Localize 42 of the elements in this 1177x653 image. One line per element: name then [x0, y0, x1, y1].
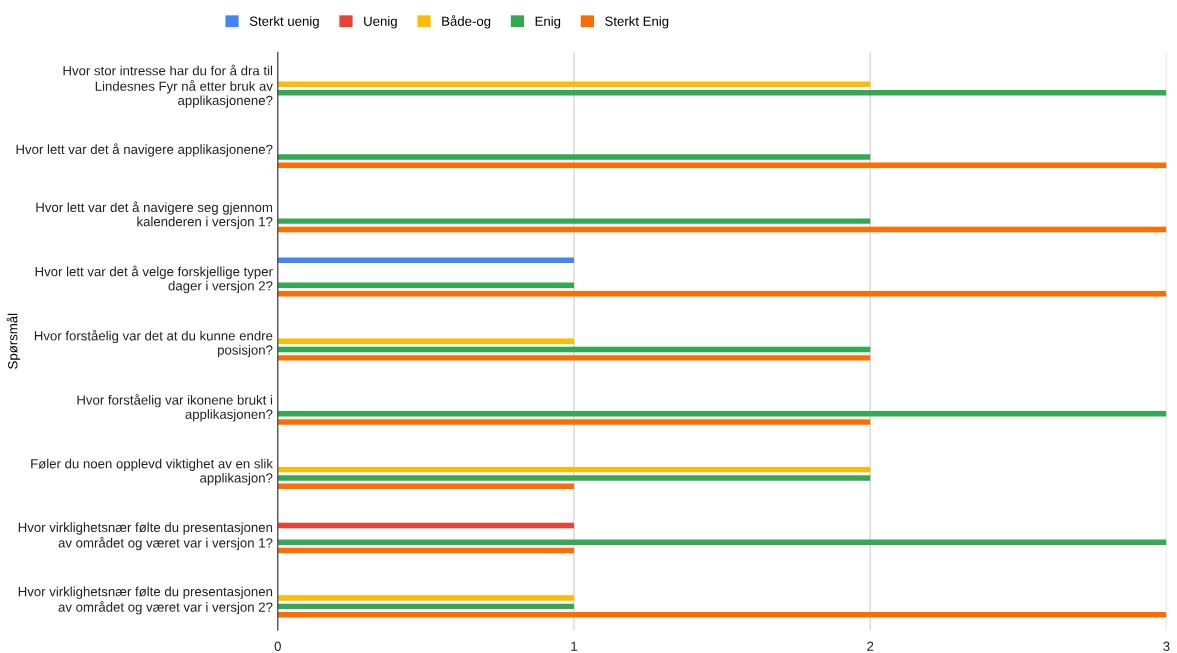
- bar: [277, 603, 574, 610]
- legend-label: Sterkt uenig: [249, 16, 319, 29]
- bar: [277, 466, 871, 473]
- bar: [277, 290, 1167, 297]
- bar: [277, 419, 871, 425]
- legend-label: Både-og: [442, 15, 491, 29]
- bar: [277, 226, 1167, 233]
- bar: [277, 154, 871, 160]
- y-tick-label: Hvor stor intresse har du for å dra til Lindesnes Fyr nå etter bruk av applikasjonene?: [63, 64, 273, 108]
- bar: [277, 539, 1167, 545]
- bar: [277, 81, 871, 88]
- legend-label: Enig: [535, 16, 561, 29]
- y-tick-label: Hvor forståelig var ikonene brukt i applikasjonen?: [77, 393, 273, 422]
- bar: [277, 218, 871, 224]
- bar: [277, 522, 574, 529]
- legend-label: Uenig: [364, 16, 397, 29]
- bar: [277, 282, 574, 289]
- y-tick-label: Hvor lett var det å navigere seg gjennom kalenderen i versjon 1?: [36, 201, 273, 229]
- bar: [277, 595, 574, 601]
- y-tick-label: Hvor lett var det å navigere applikasjonene?: [16, 143, 273, 157]
- bar: [277, 547, 574, 554]
- bar: [277, 338, 574, 344]
- bar: [277, 411, 1167, 417]
- bar: [277, 612, 1167, 618]
- bar: [277, 483, 574, 490]
- x-tick-label: 1: [571, 641, 578, 651]
- legend-label: Sterkt Enig: [605, 16, 669, 29]
- x-tick-label: 2: [867, 641, 874, 651]
- y-tick-label: Hvor forståelig var det at du kunne endre posisjon?: [34, 329, 273, 358]
- bar: [277, 475, 871, 481]
- y-tick-label: Hvor virklighetsnær følte du presentasjonen av området og været var i versjon 1?: [18, 522, 273, 551]
- bar: [277, 257, 574, 264]
- y-tick-label: Føler du noen opplevd viktighet av en slik applikasjon?: [31, 458, 273, 486]
- y-tick-label: Hvor lett var det å velge forskjellige typer dager i versjon 2?: [35, 265, 273, 294]
- bar: [277, 162, 1167, 168]
- bar: [277, 355, 871, 361]
- bar: [277, 346, 871, 353]
- x-tick-label: 0: [274, 641, 281, 651]
- bar: [277, 89, 1167, 96]
- y-tick-label: Hvor virklighetsnær følte du presentasjonen av området og været var i versjon 2?: [18, 586, 273, 615]
- y-axis-title: Spørsmål: [6, 313, 21, 369]
- x-tick-label: 3: [1163, 641, 1170, 651]
